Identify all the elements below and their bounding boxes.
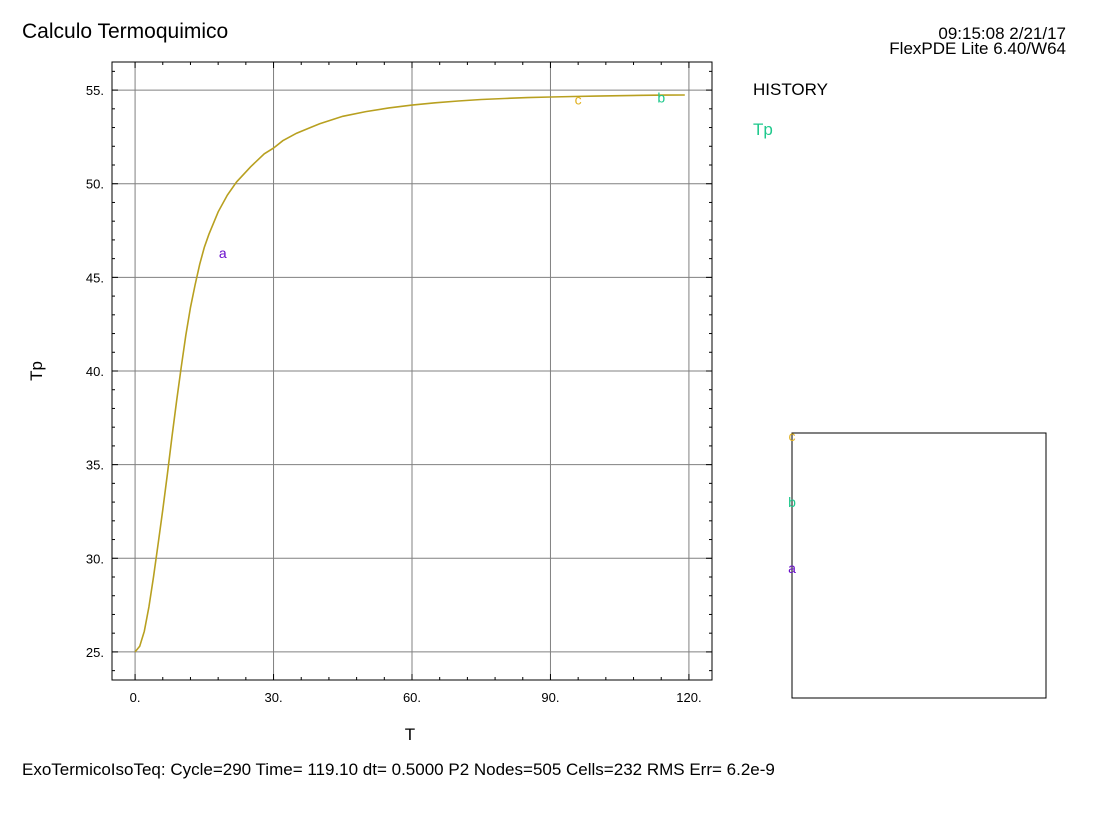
y-tick-label: 55. bbox=[86, 83, 104, 98]
side-box-label-a: a bbox=[788, 560, 796, 576]
legend-entry-tp: Tp bbox=[753, 120, 773, 139]
x-tick-label: 30. bbox=[264, 690, 282, 705]
series-line-tp bbox=[134, 94, 685, 653]
curve-layer: a c b bbox=[134, 90, 685, 653]
y-tick-label: 35. bbox=[86, 458, 104, 473]
side-box-label-c: c bbox=[789, 428, 796, 444]
x-tick-label: 120. bbox=[676, 690, 701, 705]
chart-title: Calculo Termoquimico bbox=[22, 20, 229, 43]
timestamp: 09:15:08 2/21/17 bbox=[938, 24, 1066, 43]
legend-heading: HISTORY bbox=[753, 80, 828, 99]
x-axis-label: T bbox=[405, 725, 415, 744]
tick-labels: 0. 30. 60. 90. 120. 25. 30. 35. 40. 45. 50. 55. bbox=[86, 83, 702, 705]
y-axis-label: Tp bbox=[27, 361, 46, 381]
side-box-labels: c b a bbox=[788, 428, 796, 576]
side-box bbox=[791, 432, 1047, 699]
curve-marker-c: c bbox=[575, 91, 582, 107]
curve-marker-a: a bbox=[219, 245, 227, 261]
y-tick-label: 25. bbox=[86, 645, 104, 660]
y-tick-label: 45. bbox=[86, 270, 104, 285]
x-tick-label: 60. bbox=[403, 690, 421, 705]
y-tick-label: 50. bbox=[86, 177, 104, 192]
axis-ticks bbox=[112, 62, 712, 680]
y-tick-label: 30. bbox=[86, 551, 104, 566]
status-line: ExoTermicoIsoTeq: Cycle=290 Time= 119.10… bbox=[22, 760, 775, 779]
software-version: FlexPDE Lite 6.40/W64 bbox=[889, 39, 1066, 58]
side-box-label-b: b bbox=[788, 494, 796, 510]
curve-marker-b: b bbox=[657, 90, 665, 106]
x-tick-label: 0. bbox=[130, 690, 141, 705]
x-tick-label: 90. bbox=[541, 690, 559, 705]
grid-lines bbox=[112, 62, 712, 680]
y-tick-label: 40. bbox=[86, 364, 104, 379]
